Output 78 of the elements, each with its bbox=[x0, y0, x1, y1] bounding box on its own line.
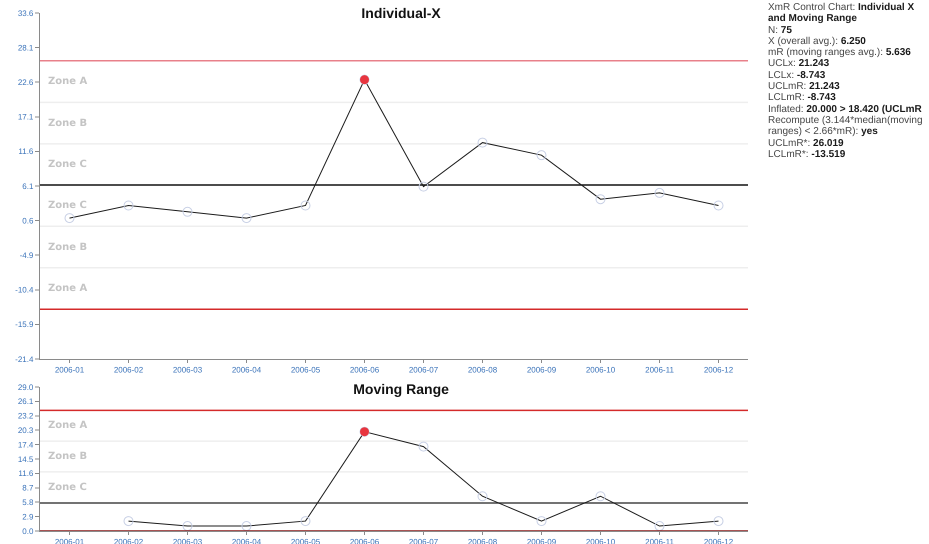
text: XmR Control Chart: Individual X and Moving Range bbox=[768, 2, 914, 24]
text: Recompute (3.144*median(moving ranges) < 2.66*mR): yes bbox=[768, 114, 923, 138]
point bbox=[64, 213, 74, 224]
point bbox=[478, 138, 488, 148]
y-tick-label: 23.2 bbox=[18, 412, 34, 421]
x-tick-label: 2006-04 bbox=[232, 366, 262, 375]
point bbox=[418, 182, 428, 192]
point bbox=[242, 521, 252, 532]
y-tick-label: 0.0 bbox=[22, 526, 34, 536]
annotation: Zone B bbox=[48, 451, 88, 462]
text: LCLmR: -8.743 bbox=[768, 92, 836, 104]
annotation: Zone C bbox=[48, 159, 87, 170]
text: X (overall avg.): 6.250 bbox=[768, 36, 866, 47]
text: UCLx: 21.243 bbox=[768, 58, 830, 70]
x-tick-label: 2006-09 bbox=[526, 366, 557, 375]
text: UCLmR*: 26.019 bbox=[768, 138, 844, 149]
x-tick-label: 2006-08 bbox=[468, 366, 498, 375]
text: mR (moving ranges avg.): 5.636 bbox=[768, 47, 911, 58]
point bbox=[714, 516, 724, 526]
x-tick-label: 2006-06 bbox=[350, 366, 380, 375]
y-tick-label: 17.1 bbox=[18, 112, 34, 122]
x-tick-label: 2006-10 bbox=[586, 366, 616, 375]
text: LCLx: -8.743 bbox=[768, 70, 826, 81]
point bbox=[242, 213, 252, 224]
chart-title: Individual-X bbox=[361, 4, 442, 21]
y-tick-label: 5.8 bbox=[22, 498, 34, 507]
y-tick-label: 0.6 bbox=[22, 216, 34, 226]
point bbox=[714, 200, 724, 210]
y-tick-label: 17.4 bbox=[18, 440, 34, 450]
y-tick-label: 14.5 bbox=[18, 454, 34, 464]
y-tick-label: 8.7 bbox=[22, 484, 34, 493]
point bbox=[478, 491, 488, 502]
point bbox=[300, 200, 310, 210]
y-tick-label: 2.9 bbox=[22, 512, 34, 522]
text: Inflated: 20.000 > 18.420 (UCLmR bbox=[768, 104, 922, 115]
point bbox=[124, 200, 134, 210]
point bbox=[654, 521, 664, 532]
point bbox=[536, 516, 546, 526]
y-tick-label: -4.9 bbox=[20, 251, 34, 260]
text: N: 75 bbox=[768, 24, 792, 36]
y-tick-label: -10.4 bbox=[15, 286, 34, 295]
annotation: Zone A bbox=[48, 283, 88, 294]
point bbox=[596, 194, 606, 204]
text: UCLmR: 21.243 bbox=[768, 81, 840, 92]
x-tick-label: 2006-05 bbox=[290, 366, 321, 375]
y-tick-label: 28.1 bbox=[18, 43, 34, 52]
x-tick-label: 2006-01 bbox=[54, 366, 85, 375]
y-tick-label: 11.6 bbox=[18, 147, 34, 156]
y-tick-label: 29.0 bbox=[18, 382, 34, 392]
y-tick-label: 11.6 bbox=[18, 469, 34, 478]
annotation: Zone B bbox=[48, 242, 88, 253]
y-tick-label: 20.3 bbox=[18, 426, 34, 435]
x-tick-label: 2006-11 bbox=[645, 366, 674, 375]
y-tick-label: -15.9 bbox=[15, 320, 34, 330]
annotation: Zone C bbox=[48, 200, 87, 211]
y-tick-label: 33.6 bbox=[18, 8, 34, 18]
annotation: Zone B bbox=[48, 118, 88, 129]
y-tick-label: 26.1 bbox=[18, 397, 34, 406]
annotation: Zone A bbox=[48, 76, 88, 87]
annotation: Zone C bbox=[48, 482, 87, 493]
y-tick-label: 6.1 bbox=[22, 182, 34, 191]
x-tick-label: 2006-12 bbox=[704, 366, 734, 375]
x-tick-label: 2006-07 bbox=[408, 366, 439, 375]
text: LCLmR*: -13.519 bbox=[768, 148, 846, 160]
x-tick-label: 2006-02 bbox=[114, 366, 144, 375]
chart-title: Moving Range bbox=[353, 380, 450, 397]
point bbox=[418, 442, 428, 452]
point bbox=[182, 206, 192, 217]
y-tick-label: -21.4 bbox=[15, 354, 34, 364]
point bbox=[536, 150, 546, 160]
point bbox=[124, 516, 134, 526]
x-tick-label: 2006-03 bbox=[172, 366, 203, 375]
point bbox=[182, 521, 192, 532]
point bbox=[300, 516, 310, 526]
annotation: Zone A bbox=[48, 420, 88, 431]
point bbox=[596, 491, 606, 502]
point bbox=[654, 188, 664, 198]
y-tick-label: 22.6 bbox=[18, 78, 34, 87]
